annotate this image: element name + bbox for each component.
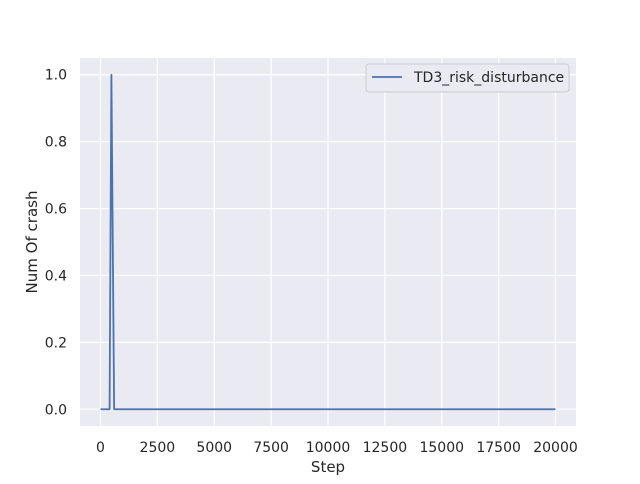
legend-label: TD3_risk_disturbance — [413, 70, 564, 86]
y-tick-label: 0.0 — [45, 402, 67, 418]
y-axis-label: Num Of crash — [23, 191, 41, 294]
x-tick-label: 7500 — [253, 440, 289, 456]
x-axis-label: Step — [311, 458, 345, 476]
series-line — [100, 73, 556, 411]
y-tick-label: 0.6 — [45, 202, 67, 218]
x-tick-label: 20000 — [533, 440, 578, 456]
legend-box — [365, 63, 570, 93]
y-tick-label: 0.2 — [45, 335, 67, 351]
x-tick-label: 15000 — [419, 440, 464, 456]
x-tick-label: 0 — [96, 440, 105, 456]
x-tick-label: 17500 — [476, 440, 521, 456]
grid-lines — [80, 58, 576, 426]
y-tick-label: 0.8 — [45, 135, 67, 151]
x-tick-label: 2500 — [140, 440, 176, 456]
x-tick-label: 12500 — [363, 440, 408, 456]
x-tick-label: 10000 — [306, 440, 351, 456]
legend: TD3_risk_disturbance — [365, 63, 570, 93]
y-tick-label: 0.4 — [45, 268, 67, 284]
y-tick-label: 1.0 — [45, 68, 67, 84]
tick-labels: 0 2500 5000 7500 10000 12500 15000 17500 20000 0.… — [45, 68, 578, 456]
series-lines — [100, 73, 556, 411]
x-tick-label: 5000 — [196, 440, 232, 456]
